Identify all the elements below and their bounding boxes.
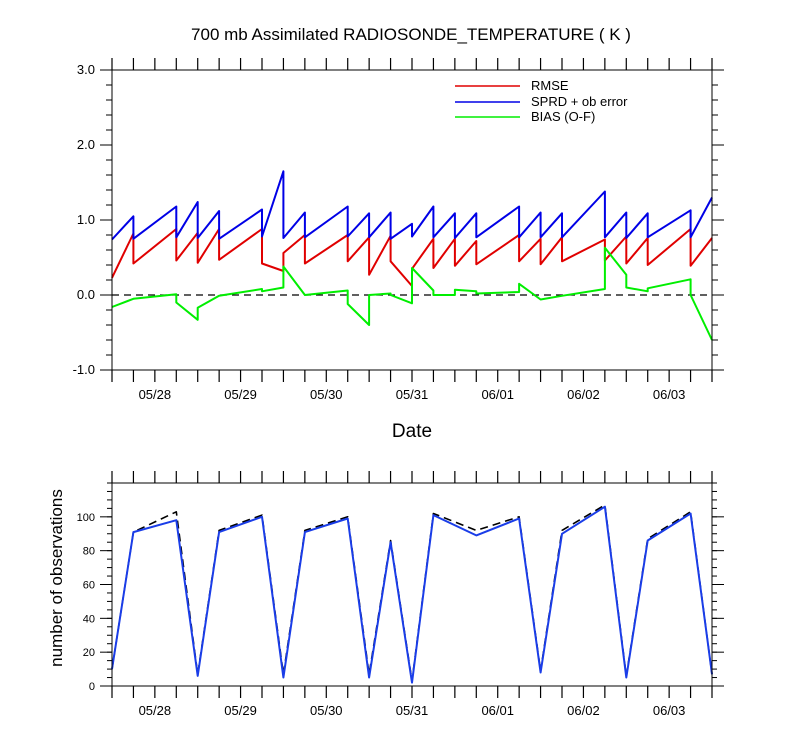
bottom-y-axis-label: number of observations [47,489,66,667]
y-tick-label-100: 100 [77,512,95,524]
y-tick-label-1-0: 1.0 [77,212,95,227]
top-plot-frame [111,69,713,371]
legend-label-rmse: RMSE [531,78,569,93]
x-tick-label-06-02: 06/02 [567,387,600,402]
y-tick-label-3-0: 3.0 [77,62,95,77]
x-tick-label-06-01: 06/01 [481,387,514,402]
series-line-bias-o-f [111,246,713,341]
series-line-2-2 [111,505,713,684]
top-x-axis-label: Date [392,421,432,442]
top-legend: RMSE SPRD + ob error BIAS (O-F) [455,78,628,124]
x-tick-label-05-30: 05/30 [310,387,343,402]
y-tick-label-0-0: 0.0 [77,287,95,302]
y-tick-label-1-0: -1.0 [73,362,95,377]
x-tick-label-05-31: 05/31 [396,703,429,718]
legend-label-sprd: SPRD + ob error [531,94,628,109]
top-plot-area: 05/28 05/29 05/30 05/31 06/01 06/02 06/03 -1.0 0… [73,58,724,402]
x-tick-label-05-31: 05/31 [396,387,429,402]
x-tick-label-05-28: 05/28 [139,387,172,402]
x-tick-label-05-29: 05/29 [224,703,257,718]
series-line-2-1 [111,504,713,682]
x-tick-label-05-29: 05/29 [224,387,257,402]
chart-title: 700 mb Assimilated RADIOSONDE_TEMPERATUR… [191,25,631,44]
x-tick-label-05-28: 05/28 [139,703,172,718]
y-tick-label-20: 20 [83,647,95,659]
bottom-chart: 05/28 05/29 05/30 05/31 06/01 06/02 06/03 0 20 40… [47,471,724,718]
bottom-plot-frame [111,482,713,687]
top-chart: 700 mb Assimilated RADIOSONDE_TEMPERATUR… [73,25,724,442]
y-tick-label-80: 80 [83,546,95,558]
x-tick-label-05-30: 05/30 [310,703,343,718]
x-tick-label-06-01: 06/01 [481,703,514,718]
x-tick-label-06-02: 06/02 [567,703,600,718]
series-line-sprd-ob-error [111,170,713,241]
x-tick-label-06-03: 06/03 [653,387,686,402]
bottom-plot-area: 05/28 05/29 05/30 05/31 06/01 06/02 06/03 0 20 40… [77,471,724,718]
y-tick-label-0: 0 [89,681,95,693]
y-tick-label-60: 60 [83,580,95,592]
y-tick-label-40: 40 [83,613,95,625]
x-tick-label-06-03: 06/03 [653,703,686,718]
y-tick-label-2-0: 2.0 [77,137,95,152]
legend-label-bias: BIAS (O-F) [531,109,595,124]
